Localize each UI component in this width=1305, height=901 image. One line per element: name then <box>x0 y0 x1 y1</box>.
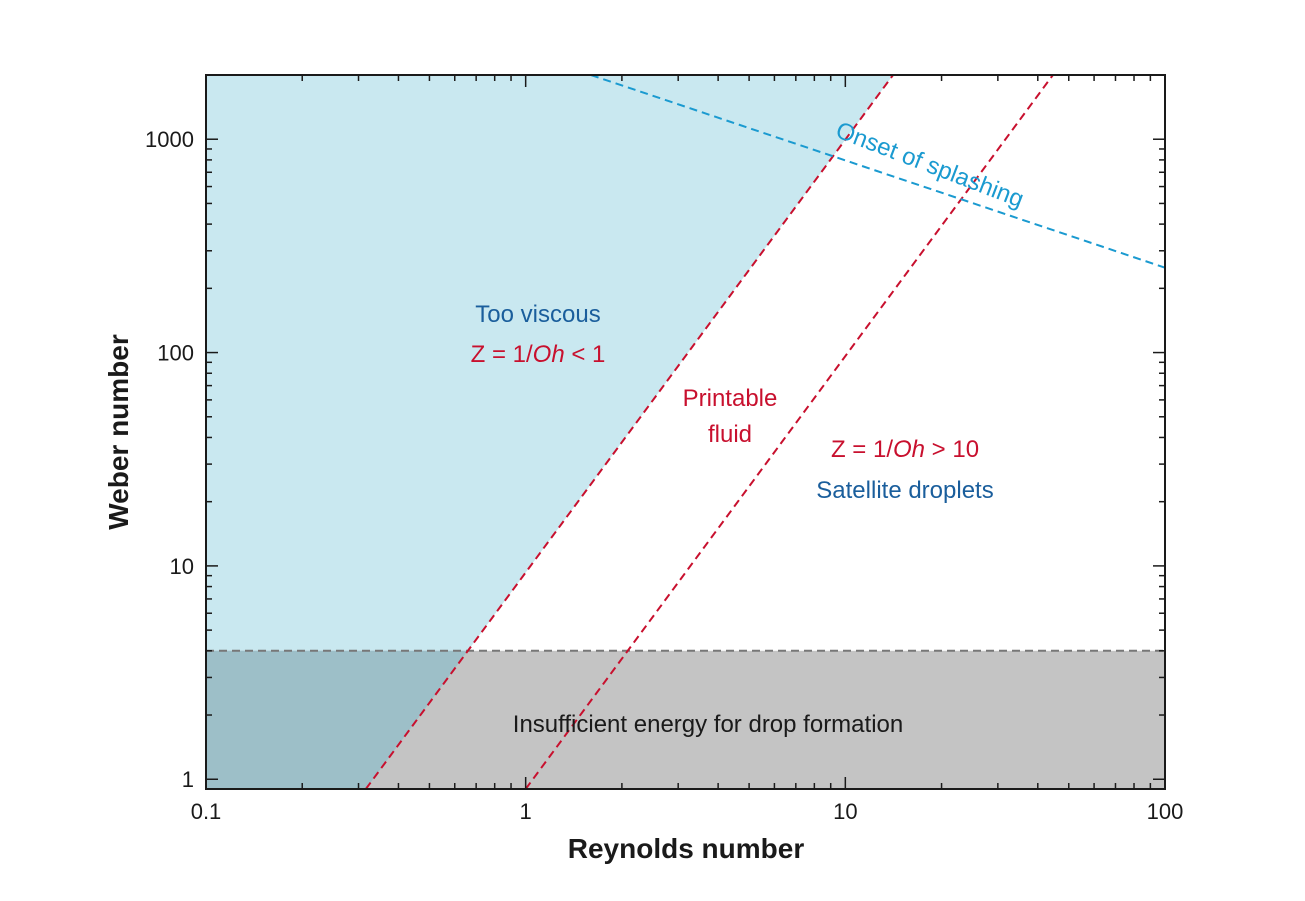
plot-frame <box>205 74 1166 790</box>
insufficient-energy-label: Insufficient energy for drop formation <box>513 711 903 738</box>
x-tick-label-100: 100 <box>1147 799 1184 824</box>
too-viscous-label: Too viscous <box>475 301 600 328</box>
satellite-droplets-label: Satellite droplets <box>816 477 993 504</box>
splash-onset-label: Onset of splashing <box>832 117 1027 213</box>
z-less-than-one-label: Z = 1/Oh < 1 <box>471 341 606 368</box>
x-tick-label-10: 10 <box>833 799 857 824</box>
z-greater-than-ten-label: Z = 1/Oh > 10 <box>831 436 979 463</box>
fluid-label: fluid <box>708 421 752 448</box>
y-tick-label-1: 1 <box>182 767 194 792</box>
plot-area <box>206 74 1166 790</box>
z1-line <box>365 74 894 790</box>
y-tick-label-100: 100 <box>157 341 194 366</box>
y-tick-label-10: 10 <box>170 554 194 579</box>
axis-ticks <box>205 74 1166 790</box>
printable-label: Printable <box>683 385 778 412</box>
too-viscous-region <box>206 75 894 789</box>
y-axis-title: Weber number <box>103 334 134 530</box>
x-axis-title: Reynolds number <box>568 833 805 864</box>
x-tick-label-1: 1 <box>520 799 532 824</box>
overlap-region <box>206 650 468 789</box>
z10-line <box>524 74 1054 790</box>
x-tick-label-0.1: 0.1 <box>191 799 222 824</box>
splash-onset-line <box>590 74 1166 269</box>
y-tick-label-1000: 1000 <box>145 127 194 152</box>
